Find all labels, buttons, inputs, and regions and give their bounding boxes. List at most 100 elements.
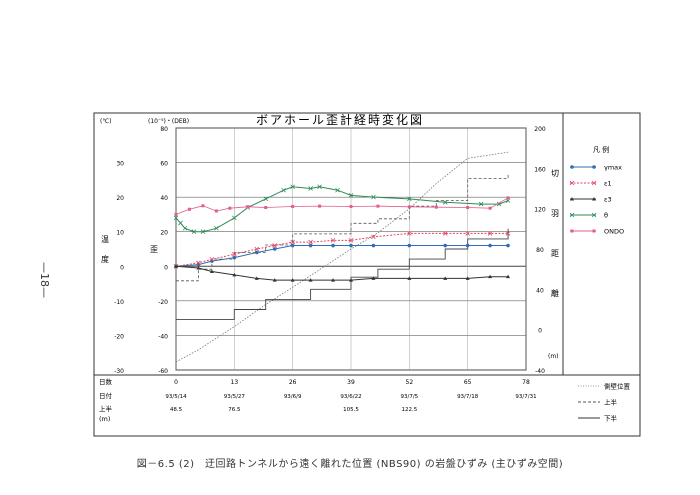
- temp-tick-label: 10: [116, 230, 124, 237]
- distance-tick-label: -40: [535, 368, 545, 375]
- legend-marker: [570, 197, 574, 201]
- distance-tick-label: 0: [538, 328, 542, 335]
- face-tick-label: 105.5: [343, 407, 359, 413]
- legend-label: γmax: [604, 164, 622, 172]
- legend-label: θ: [604, 212, 608, 220]
- data-point: [232, 251, 237, 257]
- data-point: [407, 205, 411, 209]
- data-point: [254, 276, 259, 280]
- data-point: [209, 257, 215, 262]
- data-point: [187, 207, 191, 211]
- day-tick-label: 78: [522, 379, 530, 386]
- temp-tick-label: 0: [120, 264, 124, 271]
- data-point: [506, 196, 510, 200]
- data-point: [317, 184, 322, 190]
- legend: 凡 例 γmax ε1 ε3 θ ONDO: [569, 145, 624, 236]
- series-γmax: [174, 243, 510, 269]
- data-point: [330, 238, 336, 243]
- strain-unit: (10⁻⁵)・(DEB): [148, 118, 189, 125]
- data-point: [506, 274, 511, 279]
- strain-tick-label: -40: [158, 333, 168, 340]
- data-point: [200, 229, 206, 234]
- distance-unit: (m): [548, 353, 559, 360]
- strain-tick-label: 80: [160, 126, 168, 133]
- data-point: [214, 225, 219, 231]
- temp-tick-label: -30: [114, 368, 124, 375]
- lower-legend-label: 側壁位置: [604, 382, 631, 391]
- data-point: [272, 247, 277, 251]
- face-tick-label: 122.5: [401, 407, 417, 413]
- data-point: [290, 278, 295, 282]
- distance-axis-label: 切: [551, 169, 559, 178]
- data-point: [371, 243, 376, 248]
- data-point: [209, 269, 214, 273]
- date-tick-label: 93/6/9: [284, 394, 302, 400]
- x-row-label: (m): [99, 415, 110, 423]
- temp-tick-label: -20: [114, 333, 124, 340]
- data-point: [442, 231, 448, 236]
- x-row-label: 日数: [99, 377, 113, 386]
- data-point: [443, 276, 448, 280]
- series-line: [175, 245, 509, 267]
- data-point: [443, 243, 448, 248]
- data-point: [487, 231, 493, 236]
- data-point: [174, 264, 178, 268]
- temp-tick-label: 20: [116, 195, 124, 202]
- data-point: [331, 243, 335, 248]
- data-point: [466, 206, 470, 210]
- legend-item: ONDO: [570, 228, 624, 236]
- data-point: [191, 229, 197, 234]
- data-point: [196, 260, 201, 266]
- data-point: [348, 193, 354, 198]
- data-point: [254, 250, 259, 255]
- legend-marker: [569, 180, 575, 186]
- temp-unit: (℃): [100, 118, 111, 125]
- series-ONDO: [174, 196, 510, 216]
- data-point: [496, 201, 502, 207]
- data-point: [331, 278, 336, 282]
- page-number: —18—: [38, 262, 51, 298]
- data-point: [488, 206, 492, 210]
- date-tick-label: 93/7/5: [400, 394, 418, 400]
- legend-marker: [570, 229, 574, 233]
- data-point: [290, 243, 295, 248]
- legend-marker: [591, 180, 597, 186]
- legend-item: θ: [569, 212, 608, 220]
- data-point: [442, 200, 448, 205]
- data-point: [308, 243, 313, 248]
- data-point: [349, 278, 353, 282]
- data-point: [308, 278, 313, 282]
- legend-marker: [592, 197, 596, 201]
- legend-marker: [569, 212, 575, 218]
- data-point: [178, 220, 183, 226]
- data-point: [264, 206, 268, 210]
- strain-tick-label: 60: [160, 161, 168, 168]
- data-point: [371, 276, 376, 280]
- series-line: [175, 232, 509, 267]
- data-point: [232, 272, 237, 277]
- data-point: [478, 201, 484, 207]
- data-point: [318, 204, 322, 208]
- date-tick-label: 93/7/31: [515, 394, 536, 400]
- data-point: [376, 204, 380, 208]
- data-point: [349, 204, 353, 208]
- data-point: [465, 276, 470, 280]
- strain-tick-label: 20: [160, 230, 168, 237]
- temp-axis-label: 温: [101, 235, 109, 244]
- upper-half-line: [176, 173, 509, 282]
- data-point: [201, 204, 205, 208]
- distance-tick-label: 120: [534, 207, 546, 214]
- data-point: [407, 231, 412, 236]
- data-point: [371, 234, 376, 240]
- data-point: [371, 194, 376, 200]
- data-point: [488, 243, 492, 248]
- data-point: [254, 246, 260, 252]
- data-point: [182, 225, 188, 231]
- legend-item: ε1: [569, 180, 612, 188]
- legend-marker: [591, 212, 597, 218]
- data-point: [505, 231, 511, 236]
- data-point: [407, 196, 412, 202]
- temp-tick-label: 30: [116, 161, 124, 168]
